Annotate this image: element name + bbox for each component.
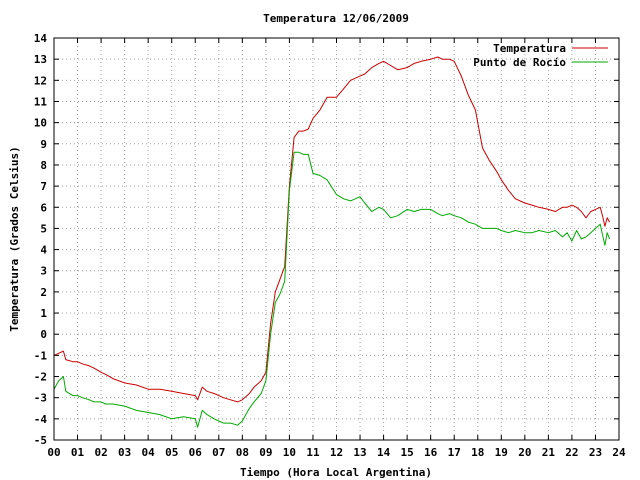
y-tick-label: 4	[40, 244, 47, 257]
legend-label-temperatura: Temperatura	[493, 42, 566, 55]
y-tick-label: 5	[40, 222, 47, 235]
chart-title: Temperatura 12/06/2009	[263, 12, 409, 25]
y-tick-label: 8	[40, 159, 47, 172]
y-tick-label: 12	[34, 74, 47, 87]
x-tick-label: 13	[353, 446, 366, 459]
x-tick-label: 10	[283, 446, 296, 459]
y-tick-label: 3	[40, 265, 47, 278]
y-tick-label: -3	[34, 392, 47, 405]
x-tick-label: 19	[495, 446, 508, 459]
x-tick-label: 18	[471, 446, 484, 459]
y-tick-label: 2	[40, 286, 47, 299]
x-tick-labels: 00 01 02 03 04 05 06 07 08 09 10 11 12 13 14 15 16 17 18 19…	[47, 446, 626, 459]
x-tick-label: 02	[94, 446, 107, 459]
grid	[54, 38, 619, 440]
y-tick-label: 0	[40, 328, 47, 341]
x-tick-label: 09	[259, 446, 272, 459]
x-tick-label: 14	[377, 446, 391, 459]
series-line-punto-de-rocio	[53, 151, 611, 428]
series-lines	[53, 56, 611, 428]
x-tick-label: 06	[189, 446, 203, 459]
y-tick-label: -4	[34, 413, 48, 426]
y-tick-label: 7	[40, 180, 47, 193]
x-tick-label: 04	[142, 446, 156, 459]
y-tick-label: -5	[34, 434, 47, 447]
x-tick-label: 23	[589, 446, 602, 459]
x-tick-label: 20	[518, 446, 531, 459]
y-tick-label: 6	[40, 201, 47, 214]
y-tick-label: 1	[40, 307, 47, 320]
x-tick-label: 15	[401, 446, 414, 459]
x-tick-label: 22	[565, 446, 578, 459]
x-tick-label: 07	[212, 446, 225, 459]
series-line-temperatura	[53, 56, 611, 403]
x-tick-label: 05	[165, 446, 178, 459]
x-tick-label: 11	[306, 446, 320, 459]
x-axis-label: Tiempo (Hora Local Argentina)	[240, 466, 432, 479]
y-tick-label: 11	[34, 95, 48, 108]
axis-ticks	[53, 37, 620, 441]
x-tick-label: 03	[118, 446, 131, 459]
legend: Temperatura Punto de Rocío	[473, 42, 608, 69]
x-tick-label: 16	[424, 446, 438, 459]
legend-label-punto-de-rocio: Punto de Rocío	[473, 56, 566, 69]
y-tick-label: 10	[34, 117, 47, 130]
x-tick-label: 00	[47, 446, 60, 459]
y-tick-label: 9	[40, 138, 47, 151]
y-tick-label: 13	[34, 53, 47, 66]
x-tick-label: 17	[448, 446, 461, 459]
x-tick-label: 21	[542, 446, 556, 459]
y-axis-label: Temperatura (Grados Celsius)	[8, 146, 21, 331]
x-tick-label: 24	[612, 446, 626, 459]
x-tick-label: 12	[330, 446, 343, 459]
x-tick-label: 08	[236, 446, 249, 459]
y-tick-label: -1	[34, 349, 48, 362]
y-tick-label: 14	[34, 32, 48, 45]
x-tick-label: 01	[71, 446, 85, 459]
y-tick-label: -2	[34, 371, 47, 384]
